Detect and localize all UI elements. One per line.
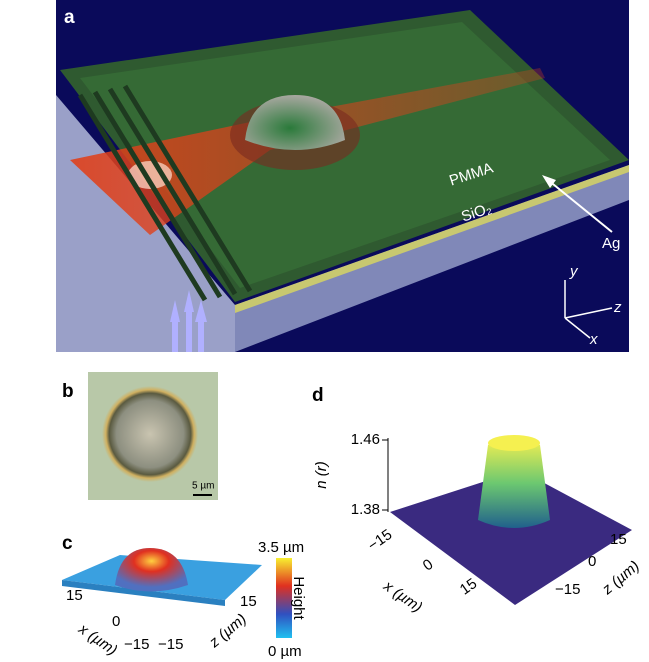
- index-dome: [478, 438, 550, 528]
- surface: [390, 470, 632, 605]
- axis-label: z: [613, 299, 622, 316]
- panel-label: a: [64, 7, 75, 28]
- input-arrows: [170, 290, 207, 352]
- surface-edge: [62, 580, 225, 606]
- x-tick: −15: [365, 526, 396, 555]
- x-tick: 15: [457, 575, 480, 598]
- panel-label: c: [62, 533, 73, 554]
- height-dome: [115, 548, 188, 592]
- scale-label: 5 µm: [192, 481, 214, 492]
- x-tick: 0: [420, 556, 437, 575]
- dome-top: [488, 435, 540, 451]
- z-tick: 15: [610, 531, 627, 548]
- panel-label: d: [312, 385, 324, 406]
- y-tick: 1.38: [351, 501, 380, 518]
- x-tick: −15: [124, 636, 149, 653]
- y-title: n (r): [313, 461, 330, 489]
- z-tick: 15: [240, 593, 257, 610]
- axis-label: x: [589, 331, 598, 348]
- z-title: z (µm): [205, 611, 249, 652]
- axis-glyph: [564, 280, 613, 339]
- x-tick: 0: [112, 613, 120, 630]
- metal-label: Ag: [602, 235, 620, 252]
- panel-d: d 1.46 1.38 n (r) −15 0 15 x (µm) 15 0 −…: [312, 385, 643, 616]
- ag-arrowhead: [542, 175, 556, 188]
- x-tick: 15: [66, 587, 83, 604]
- panel-label: b: [62, 381, 74, 402]
- silver-layer: [235, 165, 629, 313]
- z-tick: −15: [158, 636, 183, 653]
- colorbar-max: 3.5 µm: [258, 539, 304, 556]
- z-tick: 0: [588, 553, 596, 570]
- dome: [245, 95, 345, 150]
- z-tick: −15: [555, 581, 580, 598]
- panel-b: b 5 µm: [62, 372, 218, 500]
- colorbar-title: Height: [290, 576, 307, 620]
- ag-arrow: [547, 179, 613, 233]
- panel-c: c 3.5 µm Height 0 µm 15 0 −15 x (µm) 15 …: [62, 533, 307, 660]
- panel-a: a PMMA SiO₂ Ag y z x: [56, 0, 629, 352]
- colorbar-min: 0 µm: [268, 643, 302, 660]
- axis-label: y: [569, 263, 579, 280]
- colorbar: [276, 558, 292, 638]
- z-title: z (µm): [598, 558, 642, 599]
- microsphere: [102, 386, 198, 482]
- substrate-front: [235, 165, 629, 352]
- grating: [77, 84, 253, 302]
- y-tick: 1.46: [351, 431, 380, 448]
- x-title: x (µm): [380, 577, 426, 616]
